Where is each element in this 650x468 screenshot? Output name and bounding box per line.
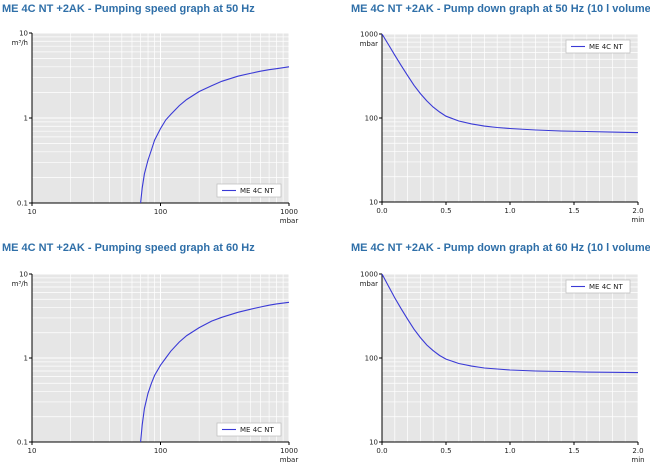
x-tick-label: 10 (28, 447, 37, 455)
y-tick-label: 10 (369, 439, 378, 447)
y-tick-label: 1 (24, 355, 28, 363)
x-tick-label: 0.0 (376, 447, 387, 455)
legend-box (216, 422, 282, 437)
series-line (140, 301, 290, 443)
legend-box (565, 39, 631, 54)
y-tick-label: 10 (19, 271, 28, 279)
y-tick-label: 100 (365, 115, 378, 123)
chart-panel-speed-50hz: ME 4C NT +2AK - Pumping speed graph at 5… (0, 0, 325, 234)
y-tick-label: 0.1 (17, 200, 28, 208)
x-tick-label: 1.5 (568, 207, 579, 215)
x-axis-label: mbar (280, 217, 299, 225)
y-tick-label: 100 (365, 355, 378, 363)
legend-label: ME 4C NT (240, 426, 274, 434)
chart-panel-pumpdown-60hz: ME 4C NT +2AK - Pump down graph at 60 Hz… (325, 240, 650, 468)
chart-panel-pumpdown-50hz: ME 4C NT +2AK - Pump down graph at 50 Hz… (325, 0, 650, 234)
y-axis-label: mbar (360, 280, 379, 288)
x-tick-label: 0.5 (440, 207, 451, 215)
series-line (140, 66, 290, 204)
x-axis-label: min (631, 456, 644, 464)
y-tick-label: 10 (19, 30, 28, 38)
x-tick-label: 0.0 (376, 207, 387, 215)
legend-box (216, 183, 282, 198)
chart-title: ME 4C NT +2AK - Pump down graph at 60 Hz… (351, 242, 650, 254)
y-axis-label: mbar (360, 40, 379, 48)
y-tick-label: 1000 (360, 31, 378, 39)
y-axis-label: m³/h (12, 280, 28, 288)
x-tick-label: 100 (154, 447, 167, 455)
x-tick-label: 10 (28, 208, 37, 216)
x-tick-label: 1.0 (504, 447, 515, 455)
legend-label: ME 4C NT (240, 187, 274, 195)
y-tick-label: 10 (369, 199, 378, 207)
legend-label: ME 4C NT (589, 283, 623, 291)
x-tick-label: 0.5 (440, 447, 451, 455)
y-tick-label: 1000 (360, 271, 378, 279)
legend-label: ME 4C NT (589, 43, 623, 51)
x-tick-label: 1000 (280, 447, 298, 455)
chart-title: ME 4C NT +2AK - Pumping speed graph at 5… (2, 3, 255, 15)
x-tick-label: 2.0 (632, 447, 643, 455)
legend-box (565, 279, 631, 294)
x-axis-label: min (631, 216, 644, 224)
x-tick-label: 1.0 (504, 207, 515, 215)
chart-panel-speed-60hz: ME 4C NT +2AK - Pumping speed graph at 6… (0, 240, 325, 468)
y-tick-label: 0.1 (17, 439, 28, 447)
chart-title: ME 4C NT +2AK - Pumping speed graph at 6… (2, 242, 255, 254)
series-line (381, 33, 639, 134)
y-tick-label: 1 (24, 115, 28, 123)
x-tick-label: 2.0 (632, 207, 643, 215)
chart-title: ME 4C NT +2AK - Pump down graph at 50 Hz… (351, 3, 650, 15)
x-tick-label: 100 (154, 208, 167, 216)
x-tick-label: 1000 (280, 208, 298, 216)
y-axis-label: m³/h (12, 39, 28, 47)
x-axis-label: mbar (280, 456, 299, 464)
x-tick-label: 1.5 (568, 447, 579, 455)
series-line (381, 273, 639, 374)
